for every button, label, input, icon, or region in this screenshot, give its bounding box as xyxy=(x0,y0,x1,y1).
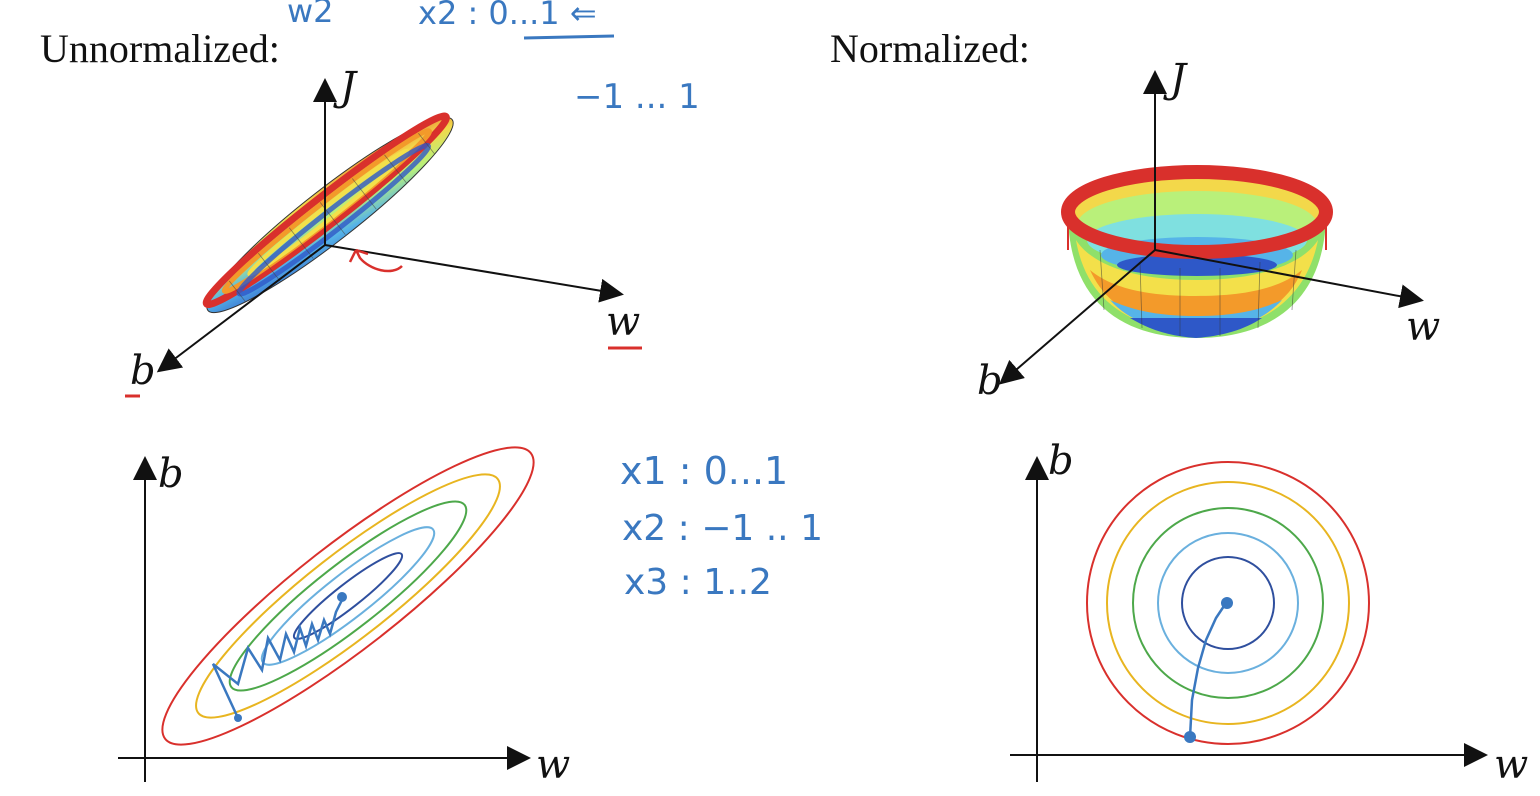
elongated-bowl-surface xyxy=(202,112,454,314)
annotation-x1-range: x1 : 0...1 xyxy=(620,449,788,493)
b-axis-label-right: b xyxy=(977,358,1003,404)
unnormalized-contour-plot: b w xyxy=(118,446,570,788)
contour-ring-3 xyxy=(228,500,468,692)
circle-ring-3 xyxy=(1132,507,1324,699)
round-bowl-surface xyxy=(1061,165,1333,338)
annotation-x2-range-mid: x2 : −1 .. 1 xyxy=(622,508,823,549)
descent-start-point-right xyxy=(1184,731,1196,743)
descent-start-point-left xyxy=(234,714,242,722)
b-axis-right xyxy=(998,249,1156,385)
contour-right-w-label: w xyxy=(1494,742,1528,788)
circle-ring-2 xyxy=(1157,532,1299,674)
circle-ring-5 xyxy=(1086,461,1370,745)
contour-left-b-label: b xyxy=(158,451,184,497)
unnormalized-title: Unnormalized: xyxy=(40,26,280,71)
normalized-surface-plot: J w b xyxy=(977,56,1440,404)
b-axis-left xyxy=(156,244,326,373)
j-axis-label-right: J xyxy=(1163,56,1188,102)
contour-left-w-label: w xyxy=(536,742,570,788)
descent-end-point-left xyxy=(337,592,347,602)
annotation-x3-range: x3 : 1..2 xyxy=(624,562,772,603)
w-axis-label-right: w xyxy=(1406,304,1440,350)
w-axis-left xyxy=(324,244,624,303)
j-axis-label-left: J xyxy=(333,64,358,110)
gradient-descent-path-direct xyxy=(1188,602,1228,738)
contour-ring-4 xyxy=(195,473,501,719)
circle-ring-1 xyxy=(1181,556,1275,650)
gradient-descent-path-oscillating xyxy=(211,599,344,719)
annotation-x2-range: x2 : 0...1 ⇐ xyxy=(418,0,597,32)
contour-ring-1 xyxy=(292,552,404,640)
red-arrow-annotation xyxy=(348,248,403,273)
circle-ring-4 xyxy=(1106,481,1350,725)
annotation-w2: w2 xyxy=(287,0,334,30)
w-axis-right xyxy=(1154,249,1424,309)
circular-contours xyxy=(1086,461,1370,745)
normalized-contour-plot: b w xyxy=(1010,438,1528,788)
contour-right-b-label: b xyxy=(1048,438,1074,484)
w-axis-label-left: w xyxy=(606,299,640,345)
unnormalized-surface-plot: J w b xyxy=(125,64,642,398)
normalized-title: Normalized: xyxy=(830,26,1030,71)
annotation-underline xyxy=(523,34,615,40)
b-axis-label-left: b xyxy=(130,348,156,394)
elongated-contours xyxy=(161,446,535,746)
contour-ring-2 xyxy=(260,526,436,666)
annotation-neg-range: −1 ... 1 xyxy=(574,77,700,117)
contour-ring-5 xyxy=(161,446,535,746)
descent-end-point-right xyxy=(1221,597,1233,609)
